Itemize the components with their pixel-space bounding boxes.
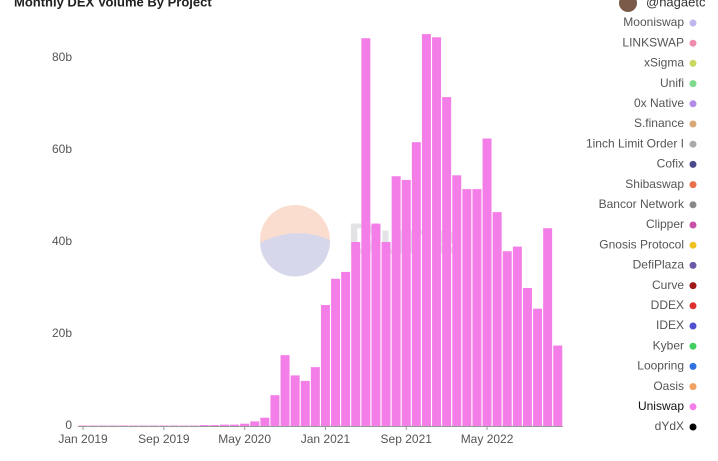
legend-label[interactable]: Shibaswap	[625, 177, 684, 191]
bar	[240, 424, 249, 426]
legend-label[interactable]: Unifi	[660, 76, 684, 90]
bar	[270, 395, 279, 426]
legend-label[interactable]: S.finance	[634, 116, 684, 130]
legend-swatch	[690, 60, 697, 67]
bar	[341, 272, 350, 426]
bar	[331, 279, 340, 426]
legend-swatch	[690, 80, 697, 87]
legend-swatch	[690, 282, 697, 289]
bar	[321, 305, 330, 426]
watermark-logo	[260, 233, 330, 276]
legend-label[interactable]: 1inch Limit Order I	[586, 136, 684, 150]
bar	[422, 34, 431, 426]
bar	[412, 142, 421, 426]
bar	[311, 367, 320, 426]
bar	[513, 247, 522, 426]
legend-swatch	[690, 100, 697, 107]
legend-swatch	[690, 161, 697, 168]
legend-swatch	[690, 201, 697, 208]
bar	[392, 176, 401, 426]
bar	[210, 425, 219, 426]
chart-title: Monthly DEX Volume By Project	[14, 0, 212, 9]
x-tick-label: Sep 2021	[381, 432, 433, 446]
legend-label[interactable]: Kyber	[653, 338, 684, 352]
y-tick-label: 60b	[52, 142, 72, 156]
legend-swatch	[690, 323, 697, 330]
legend-label[interactable]: DefiPlaza	[633, 258, 685, 272]
author: @hagaetc	[646, 0, 706, 9]
legend-label[interactable]: Clipper	[646, 217, 684, 231]
legend-swatch	[690, 121, 697, 128]
legend-swatch	[690, 403, 697, 410]
bar	[493, 212, 502, 426]
legend-label[interactable]: 0x Native	[634, 96, 684, 110]
x-tick-label: Jan 2021	[301, 432, 351, 446]
bar	[472, 189, 481, 426]
legend-swatch	[690, 383, 697, 390]
bar	[301, 381, 310, 426]
y-tick-label: 0	[65, 418, 72, 432]
bar	[462, 189, 471, 426]
x-tick-label: May 2020	[218, 432, 271, 446]
bar	[371, 224, 380, 426]
legend-label[interactable]: Mooniswap	[623, 15, 684, 29]
y-tick-label: 40b	[52, 234, 72, 248]
legend-label[interactable]: DDEX	[651, 298, 684, 312]
bar	[250, 421, 259, 426]
bar	[483, 139, 492, 427]
legend-swatch	[690, 302, 697, 309]
legend-swatch	[690, 424, 697, 431]
legend-label[interactable]: dYdX	[655, 419, 684, 433]
bar	[523, 288, 532, 426]
legend-swatch	[690, 40, 697, 47]
legend-label[interactable]: Gnosis Protocol	[599, 237, 684, 251]
avatar	[619, 0, 637, 12]
legend-swatch	[690, 343, 697, 350]
legend-swatch	[690, 141, 697, 148]
legend-swatch	[690, 20, 697, 27]
legend-swatch	[690, 363, 697, 370]
bar	[553, 346, 562, 427]
x-tick-label: Jan 2019	[58, 432, 108, 446]
bar	[432, 37, 441, 426]
bar	[220, 425, 229, 426]
x-tick-label: May 2022	[461, 432, 514, 446]
legend-label[interactable]: Uniswap	[638, 399, 684, 413]
bar	[452, 175, 461, 426]
bar	[442, 97, 451, 426]
y-tick-label: 20b	[52, 326, 72, 340]
bar	[533, 309, 542, 426]
bar	[382, 242, 391, 426]
bar	[503, 251, 512, 426]
bar	[402, 180, 411, 426]
bar	[260, 418, 269, 426]
legend-label[interactable]: Curve	[652, 278, 684, 292]
y-tick-label: 80b	[52, 50, 72, 64]
legend-swatch	[690, 262, 697, 269]
bar	[351, 242, 360, 426]
legend-label[interactable]: Cofix	[657, 157, 684, 171]
legend-label[interactable]: LINKSWAP	[622, 35, 684, 49]
legend-label[interactable]: IDEX	[656, 318, 684, 332]
bar	[230, 425, 239, 426]
bar	[291, 375, 300, 426]
legend-label[interactable]: Loopring	[637, 359, 684, 373]
legend-label[interactable]: Oasis	[653, 379, 684, 393]
bar	[361, 38, 370, 426]
bar	[200, 425, 209, 426]
legend-label[interactable]: xSigma	[644, 56, 684, 70]
legend-swatch	[690, 222, 697, 229]
legend-label[interactable]: Bancor Network	[599, 197, 685, 211]
bar	[543, 228, 552, 426]
legend-swatch	[690, 242, 697, 249]
bar	[281, 355, 290, 426]
legend-swatch	[690, 181, 697, 188]
x-tick-label: Sep 2019	[138, 432, 190, 446]
